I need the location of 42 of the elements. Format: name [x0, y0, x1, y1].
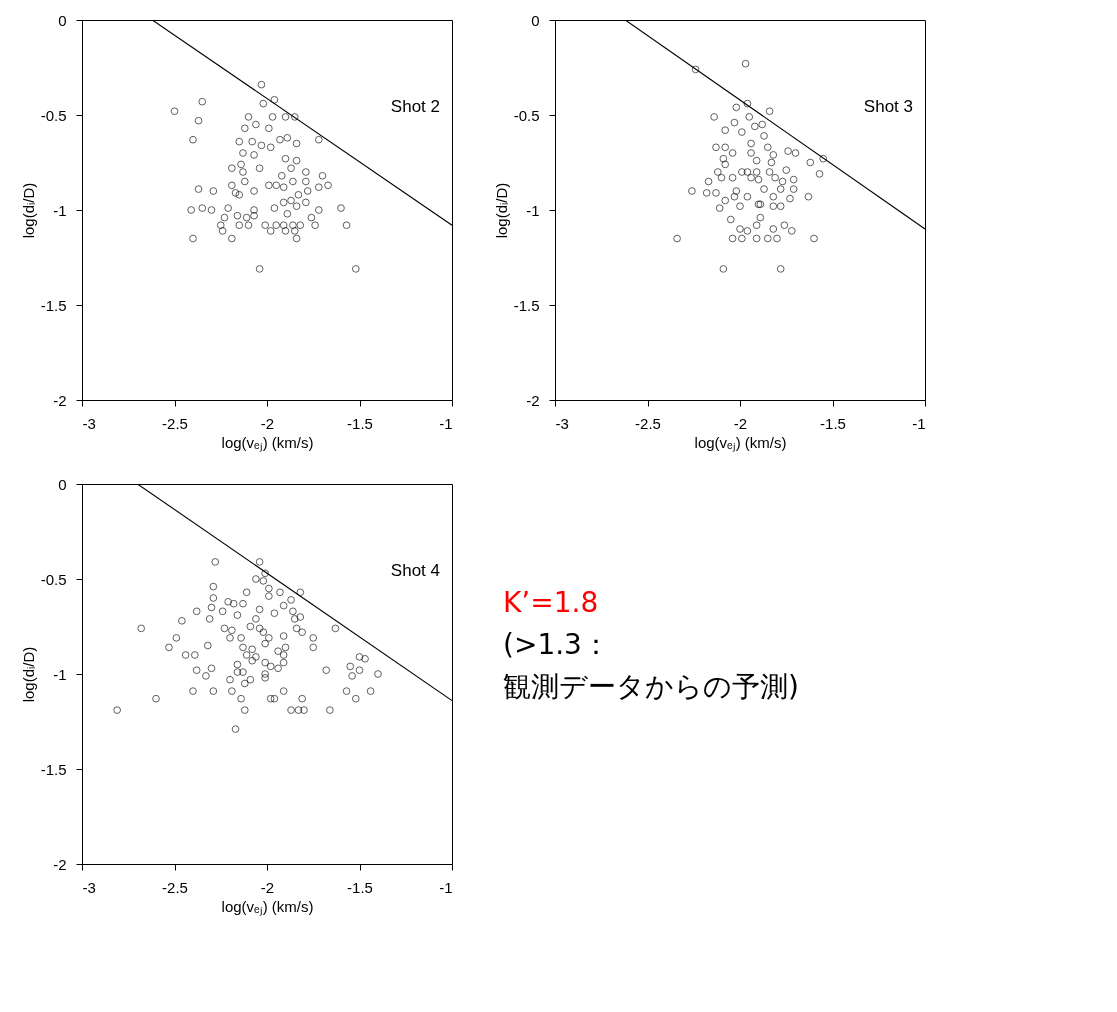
x-tick-label: -1	[439, 414, 453, 432]
annotation: Shot 3	[863, 97, 913, 117]
y-tick-label: -0.5	[40, 570, 67, 588]
x-axis-title: log(vₑⱼ) (km/s)	[221, 433, 314, 452]
y-axis-title: log(dᵢ/D)	[19, 646, 37, 703]
y-axis-title: log(dᵢ/D)	[19, 182, 37, 239]
annotation: Shot 2	[390, 97, 440, 117]
x-tick-label: -2	[260, 414, 275, 432]
x-tick-label: -2.5	[635, 414, 661, 432]
y-tick-label: -1.5	[513, 296, 540, 314]
x-tick-label: -3	[82, 878, 96, 896]
x-tick-label: -1	[439, 878, 453, 896]
y-tick-label: -1.5	[40, 760, 67, 778]
y-tick-label: -1	[53, 665, 67, 683]
x-tick-label: -2	[260, 878, 275, 896]
x-tick-label: -3	[555, 414, 569, 432]
text: 観測データからの予測)	[503, 670, 799, 703]
x-axis-title: log(vₑⱼ) (km/s)	[694, 433, 787, 452]
text: K’=1.8	[503, 586, 599, 619]
x-axis-title: log(vₑⱼ) (km/s)	[221, 897, 314, 916]
y-tick-label: 0	[58, 11, 67, 29]
x-tick-label: -1.5	[347, 878, 373, 896]
x-tick-label: -2	[733, 414, 748, 432]
y-tick-label: -2	[53, 391, 67, 409]
y-tick-label: -1	[526, 201, 540, 219]
x-tick-label: -1.5	[347, 414, 373, 432]
x-tick-label: -3	[82, 414, 96, 432]
y-axis-title: log(dᵢ/D)	[492, 182, 510, 239]
y-tick-label: -0.5	[40, 106, 67, 124]
x-tick-label: -1	[912, 414, 926, 432]
y-tick-label: -0.5	[513, 106, 540, 124]
y-tick-label: 0	[531, 11, 540, 29]
y-tick-label: -1	[53, 201, 67, 219]
x-tick-label: -1.5	[820, 414, 846, 432]
y-tick-label: -2	[53, 855, 67, 873]
y-tick-label: -1.5	[40, 296, 67, 314]
y-tick-label: 0	[58, 475, 67, 493]
y-tick-label: -2	[526, 391, 540, 409]
text: (>1.3：	[503, 628, 610, 661]
x-tick-label: -2.5	[162, 414, 188, 432]
x-tick-label: -2.5	[162, 878, 188, 896]
annotation: Shot 4	[390, 561, 440, 581]
